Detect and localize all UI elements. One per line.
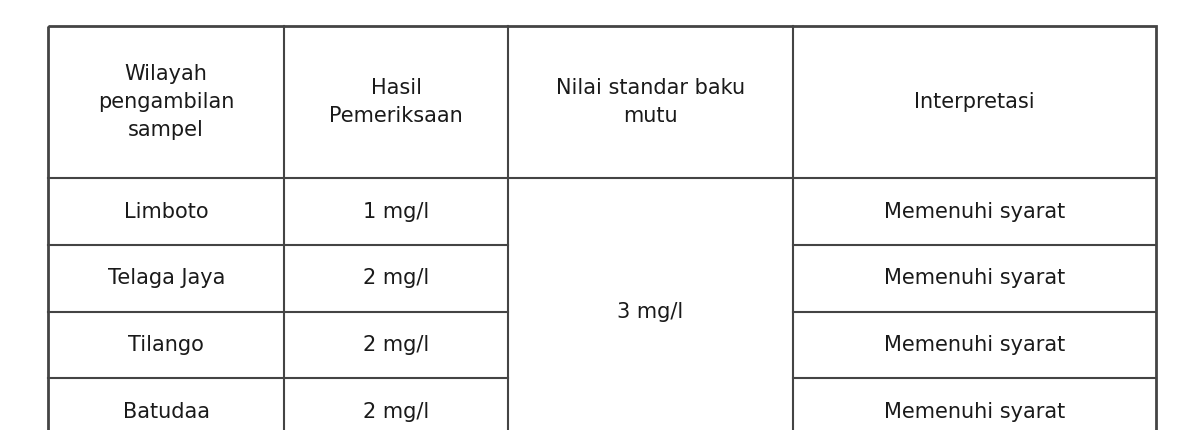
Text: Memenuhi syarat: Memenuhi syarat [884, 202, 1064, 222]
Text: Hasil
Pemeriksaan: Hasil Pemeriksaan [330, 78, 464, 126]
Text: 2 mg/l: 2 mg/l [364, 268, 430, 289]
Text: Limboto: Limboto [124, 202, 208, 222]
Text: Telaga Jaya: Telaga Jaya [107, 268, 225, 289]
Text: Memenuhi syarat: Memenuhi syarat [884, 268, 1064, 289]
Text: 1 mg/l: 1 mg/l [364, 202, 430, 222]
Text: 3 mg/l: 3 mg/l [618, 302, 684, 322]
Text: Memenuhi syarat: Memenuhi syarat [884, 335, 1064, 355]
Text: Batudaa: Batudaa [123, 402, 209, 422]
Text: 2 mg/l: 2 mg/l [364, 402, 430, 422]
Text: Wilayah
pengambilan
sampel: Wilayah pengambilan sampel [98, 64, 235, 140]
Text: 2 mg/l: 2 mg/l [364, 335, 430, 355]
Text: Nilai standar baku
mutu: Nilai standar baku mutu [556, 78, 745, 126]
Text: Tilango: Tilango [129, 335, 205, 355]
Text: Memenuhi syarat: Memenuhi syarat [884, 402, 1064, 422]
Text: Interpretasi: Interpretasi [914, 92, 1034, 112]
